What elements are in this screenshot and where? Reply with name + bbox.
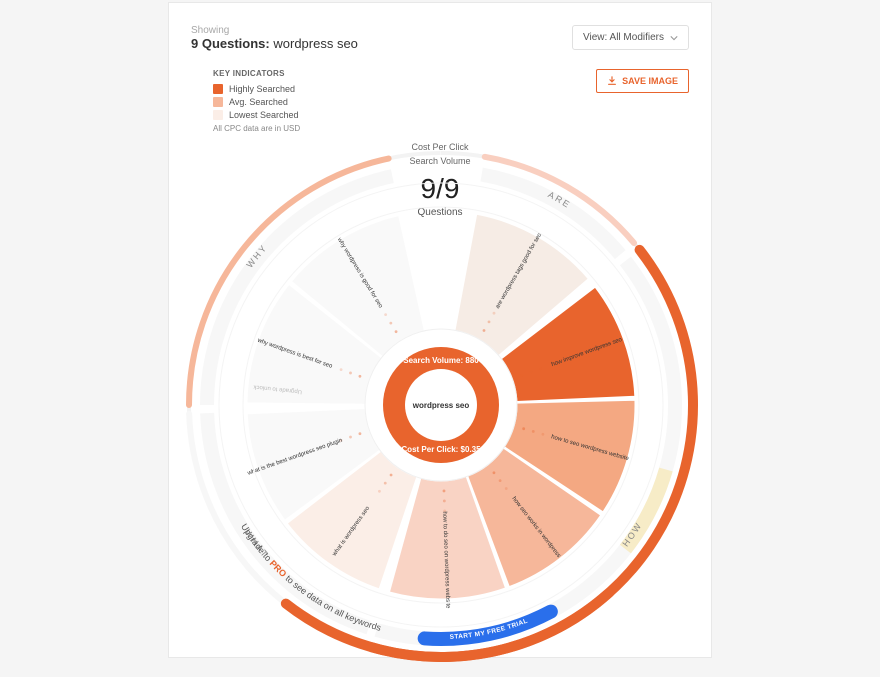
cpc-currency-note: All CPC data are in USD (213, 124, 300, 133)
legend-item: Lowest Searched (213, 110, 300, 120)
subheader: KEY INDICATORS Highly Searched Avg. Searc… (191, 69, 689, 133)
legend-swatch (213, 110, 223, 120)
keyword-text: wordpress seo (273, 36, 358, 51)
legend-label: Highly Searched (229, 84, 295, 94)
center-overlay: Search Volume: 880 wordpress seo Cost Pe… (383, 347, 499, 463)
save-image-button[interactable]: SAVE IMAGE (596, 69, 689, 93)
report-card: Showing 9 Questions: wordpress seo View:… (168, 2, 712, 658)
legend-item: Highly Searched (213, 84, 300, 94)
legend-swatch (213, 84, 223, 94)
search-volume-label: Search Volume: 880 (383, 356, 499, 365)
legend-label: Avg. Searched (229, 97, 288, 107)
dropdown-label: View: All Modifiers (583, 32, 664, 43)
legend-label: Lowest Searched (229, 110, 299, 120)
key-indicators-legend: KEY INDICATORS Highly Searched Avg. Searc… (191, 69, 300, 133)
showing-label: Showing (191, 25, 358, 36)
legend-swatch (213, 97, 223, 107)
cost-per-click-label: Cost Per Click: $0.35 (383, 445, 499, 454)
download-icon (607, 76, 617, 86)
center-keyword: wordpress seo (405, 369, 477, 441)
legend-title: KEY INDICATORS (213, 69, 300, 78)
legend-item: Avg. Searched (213, 97, 300, 107)
chevron-down-icon (670, 34, 678, 42)
page-title: 9 Questions: wordpress seo (191, 36, 358, 51)
question-count: 9 Questions: (191, 36, 270, 51)
view-dropdown[interactable]: View: All Modifiers (572, 25, 689, 50)
header: Showing 9 Questions: wordpress seo View:… (191, 25, 689, 51)
